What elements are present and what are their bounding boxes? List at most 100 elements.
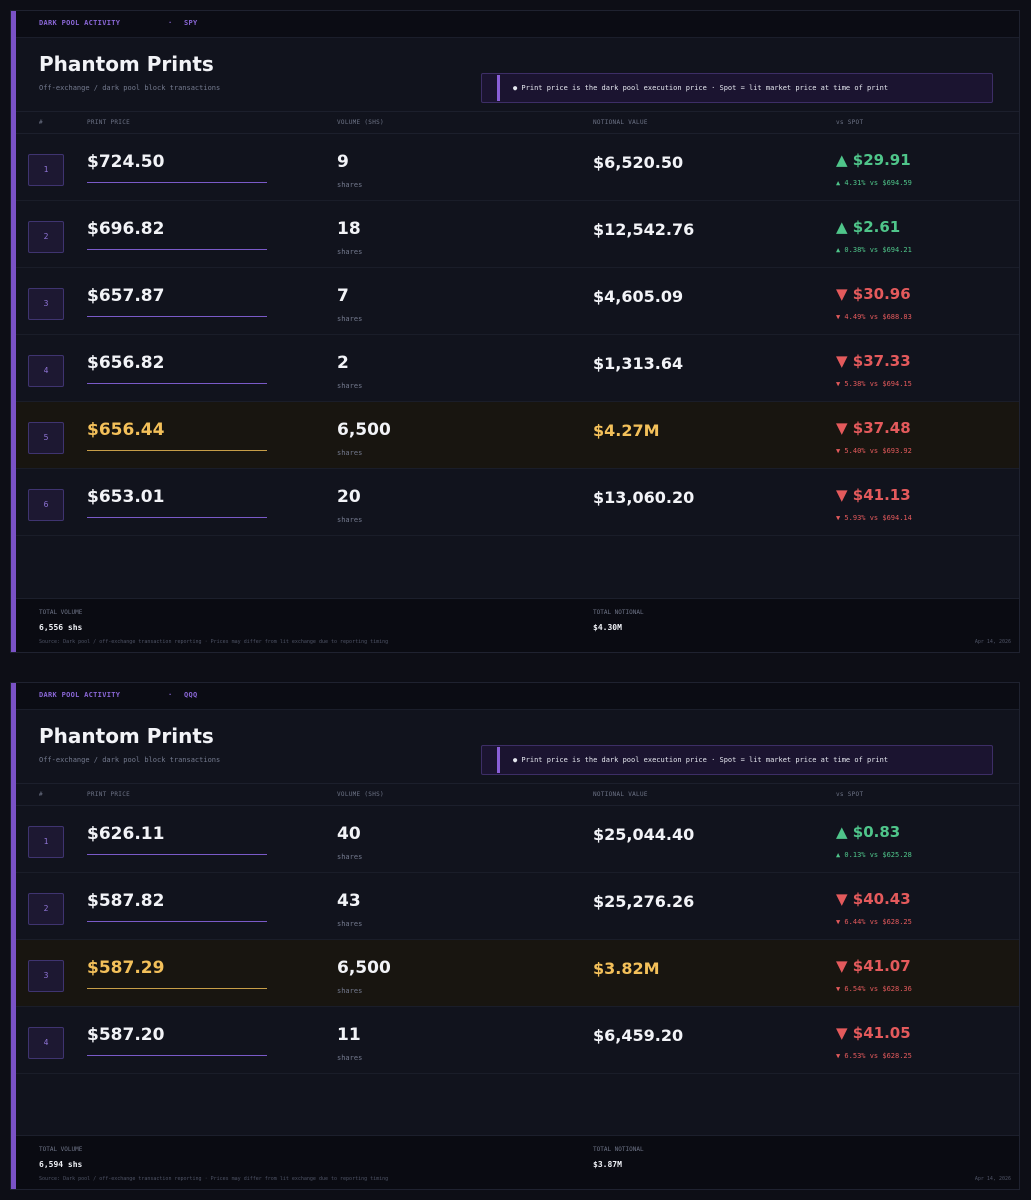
total-notional-label: TOTAL NOTIONAL [593, 609, 644, 616]
notional-value: $4.27M [593, 421, 660, 440]
volume-value: 6,500 [337, 420, 391, 440]
dark-pool-panel-qqq: DARK POOL ACTIVITY · QQQ Phantom Prints … [10, 682, 1020, 1190]
col-header-num: # [39, 791, 43, 798]
total-notional-label: TOTAL NOTIONAL [593, 1146, 644, 1153]
spot-diff-detail: ▲ 4.31% vs $694.59 [836, 179, 912, 187]
total-volume-label: TOTAL VOLUME [39, 609, 83, 616]
col-header-price: PRINT PRICE [87, 791, 131, 798]
spot-diff: ▼ $41.07 [836, 957, 911, 975]
header-label: DARK POOL ACTIVITY [39, 19, 121, 27]
spot-diff: ▼ $40.43 [836, 890, 911, 908]
note-text: ● Print price is the dark pool execution… [513, 84, 889, 92]
col-header-volume: VOLUME (SHS) [337, 119, 384, 126]
volume-unit: shares [337, 987, 363, 995]
note-accent-bar [497, 75, 500, 101]
price-underline [87, 182, 267, 183]
row-number-badge: 1 [28, 154, 64, 186]
price-underline [87, 988, 267, 989]
notional-value: $3.82M [593, 959, 660, 978]
volume-value: 40 [337, 824, 361, 844]
row-number-badge: 4 [28, 355, 64, 387]
table-row[interactable]: 6 $653.01 20 shares $13,060.20 ▼ $41.13 … [16, 469, 1019, 536]
info-note: ● Print price is the dark pool execution… [481, 745, 993, 775]
note-accent-bar [497, 747, 500, 773]
volume-unit: shares [337, 248, 363, 256]
price-underline [87, 249, 267, 250]
volume-value: 6,500 [337, 958, 391, 978]
price-underline [87, 1055, 267, 1056]
panel-accent-bar [11, 11, 16, 652]
print-price: $587.20 [87, 1025, 165, 1045]
notional-value: $25,044.40 [593, 825, 695, 844]
table-row[interactable]: 1 $724.50 9 shares $6,520.50 ▲ $29.91 ▲ … [16, 134, 1019, 201]
col-header-volume: VOLUME (SHS) [337, 791, 384, 798]
page-subtitle: Off-exchange / dark pool block transacti… [39, 84, 221, 92]
table-row-highlighted[interactable]: 5 $656.44 6,500 shares $4.27M ▼ $37.48 ▼… [16, 402, 1019, 469]
table-row[interactable]: 2 $587.82 43 shares $25,276.26 ▼ $40.43 … [16, 873, 1019, 940]
volume-unit: shares [337, 1054, 363, 1062]
table-row[interactable]: 3 $657.87 7 shares $4,605.09 ▼ $30.96 ▼ … [16, 268, 1019, 335]
col-header-num: # [39, 119, 43, 126]
source-note: Source: Dark pool / off-exchange transac… [39, 639, 389, 645]
print-price: $656.44 [87, 420, 165, 440]
ticker-label: SPY [184, 19, 198, 27]
col-header-spot: vs SPOT [836, 791, 864, 798]
volume-value: 2 [337, 353, 349, 373]
volume-value: 11 [337, 1025, 361, 1045]
print-price: $657.87 [87, 286, 165, 306]
table-row-highlighted[interactable]: 3 $587.29 6,500 shares $3.82M ▼ $41.07 ▼… [16, 940, 1019, 1007]
table-row[interactable]: 1 $626.11 40 shares $25,044.40 ▲ $0.83 ▲… [16, 806, 1019, 873]
volume-unit: shares [337, 853, 363, 861]
print-price: $587.29 [87, 958, 165, 978]
spot-diff-detail: ▲ 0.38% vs $694.21 [836, 246, 912, 254]
info-note: ● Print price is the dark pool execution… [481, 73, 993, 103]
volume-unit: shares [337, 382, 363, 390]
notional-value: $4,605.09 [593, 287, 684, 306]
panel-footer: TOTAL VOLUME 6,556 shs TOTAL NOTIONAL $4… [16, 598, 1019, 652]
price-underline [87, 450, 267, 451]
print-price: $656.82 [87, 353, 165, 373]
note-text: ● Print price is the dark pool execution… [513, 756, 889, 764]
total-notional-value: $3.87M [593, 1160, 622, 1169]
row-number-badge: 5 [28, 422, 64, 454]
print-price: $696.82 [87, 219, 165, 239]
total-notional-value: $4.30M [593, 623, 622, 632]
col-header-price: PRINT PRICE [87, 119, 131, 126]
spot-diff: ▼ $30.96 [836, 285, 911, 303]
price-underline [87, 517, 267, 518]
spot-diff-detail: ▼ 5.38% vs $694.15 [836, 380, 912, 388]
spot-diff-detail: ▼ 6.53% vs $628.25 [836, 1052, 912, 1060]
table-header: # PRINT PRICE VOLUME (SHS) NOTIONAL VALU… [16, 783, 1019, 806]
spot-diff: ▲ $2.61 [836, 218, 901, 236]
row-number-badge: 2 [28, 893, 64, 925]
col-header-spot: vs SPOT [836, 119, 864, 126]
panel-accent-bar [11, 683, 16, 1189]
volume-value: 7 [337, 286, 349, 306]
volume-unit: shares [337, 181, 363, 189]
table-row[interactable]: 4 $656.82 2 shares $1,313.64 ▼ $37.33 ▼ … [16, 335, 1019, 402]
spot-diff: ▼ $41.05 [836, 1024, 911, 1042]
volume-unit: shares [337, 449, 363, 457]
notional-value: $13,060.20 [593, 488, 695, 507]
table-header: # PRINT PRICE VOLUME (SHS) NOTIONAL VALU… [16, 111, 1019, 134]
notional-value: $1,313.64 [593, 354, 684, 373]
table-row[interactable]: 4 $587.20 11 shares $6,459.20 ▼ $41.05 ▼… [16, 1007, 1019, 1074]
spot-diff-detail: ▼ 6.44% vs $628.25 [836, 918, 912, 926]
volume-value: 20 [337, 487, 361, 507]
col-header-notional: NOTIONAL VALUE [593, 791, 648, 798]
table-row[interactable]: 2 $696.82 18 shares $12,542.76 ▲ $2.61 ▲… [16, 201, 1019, 268]
volume-value: 9 [337, 152, 349, 172]
report-date: Apr 14, 2026 [974, 1176, 1011, 1182]
spot-diff-detail: ▲ 0.13% vs $625.28 [836, 851, 912, 859]
notional-value: $6,459.20 [593, 1026, 684, 1045]
col-header-notional: NOTIONAL VALUE [593, 119, 648, 126]
print-price: $587.82 [87, 891, 165, 911]
volume-unit: shares [337, 315, 363, 323]
print-price: $626.11 [87, 824, 165, 844]
page-subtitle: Off-exchange / dark pool block transacti… [39, 756, 221, 764]
header-separator: · [168, 691, 173, 699]
notional-value: $6,520.50 [593, 153, 684, 172]
page-title: Phantom Prints [39, 52, 214, 76]
volume-unit: shares [337, 516, 363, 524]
page-title: Phantom Prints [39, 724, 214, 748]
